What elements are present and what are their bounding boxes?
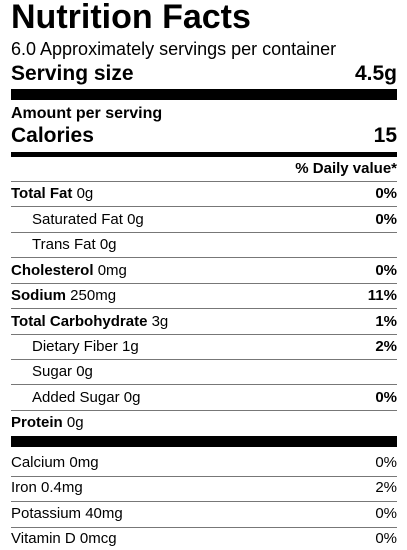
servings-per-container: 6.0 Approximately servings per container (11, 39, 337, 59)
nutrient-row-cholesterol: Cholesterol 0mg 0% (11, 260, 397, 282)
nutrient-name: Saturated Fat (32, 211, 123, 228)
nutrient-amount: 0g (127, 211, 144, 228)
calories-value: 15 (373, 124, 397, 147)
nutrient-name: Sugar (32, 363, 73, 380)
nutrient-name: Added Sugar (32, 389, 120, 406)
nutrient-dv: 1% (375, 313, 397, 330)
nutrient-name: Sodium (11, 287, 66, 304)
nutrient-row-sugar: Sugar 0g (11, 361, 397, 383)
row-divider (11, 232, 397, 233)
nutrient-amount: 0g (66, 414, 84, 431)
nutrient-amount: 1g (122, 338, 139, 355)
nutrient-dv: 0% (375, 389, 397, 406)
nutrient-row-total-fat: Total Fat 0g 0% (11, 183, 397, 205)
vitamin-row-potassium: Potassium 40mg 0% (11, 503, 397, 525)
row-divider (11, 410, 397, 411)
vitamin-dv: 0% (375, 454, 397, 471)
nutrient-name: Total Fat (11, 185, 73, 202)
nutrient-amount: 250mg (70, 287, 117, 304)
nutrient-dv: 2% (375, 338, 397, 355)
row-divider (11, 384, 397, 385)
vitamin-name: Calcium (11, 454, 66, 471)
vitamin-amount: 40mg (85, 505, 123, 522)
nutrient-row-saturated-fat: Saturated Fat 0g 0% (11, 209, 397, 231)
daily-value-header: % Daily value* (295, 160, 397, 177)
nutrient-row-added-sugar: Added Sugar 0g 0% (11, 387, 397, 409)
nutrient-dv: 11% (367, 287, 397, 304)
vitamin-name: Potassium (11, 505, 82, 522)
medium-divider (11, 152, 397, 157)
vitamin-amount: 0.4mg (41, 479, 83, 496)
vitamin-row-vitamin-d: Vitamin D 0mcg 0% (11, 528, 397, 550)
nutrient-row-trans-fat: Trans Fat 0g (11, 234, 397, 256)
row-divider (11, 257, 397, 258)
label-title: Nutrition Facts (11, 0, 251, 36)
thick-divider (11, 89, 397, 100)
nutrient-row-sodium: Sodium 250mg 11% (11, 285, 397, 307)
thick-divider (11, 436, 397, 447)
serving-size-label: Serving size (11, 62, 134, 85)
serving-size-row: Serving size 4.5g (11, 61, 397, 87)
row-divider (11, 476, 397, 477)
nutrient-name: Trans Fat (32, 236, 96, 253)
vitamin-dv: 0% (375, 530, 397, 547)
nutrient-row-total-carbohydrate: Total Carbohydrate 3g 1% (11, 311, 397, 333)
calories-label: Calories (11, 124, 94, 147)
nutrient-dv: 0% (375, 185, 397, 202)
nutrient-amount: 0g (99, 236, 117, 253)
nutrient-amount: 0g (76, 363, 93, 380)
vitamin-dv: 2% (375, 479, 397, 496)
vitamin-row-iron: Iron 0.4mg 2% (11, 477, 397, 499)
row-divider (11, 283, 397, 284)
vitamin-dv: 0% (375, 505, 397, 522)
nutrient-name: Total Carbohydrate (11, 313, 148, 330)
vitamin-amount: 0mcg (79, 530, 117, 547)
nutrient-amount: 3g (151, 313, 169, 330)
calories-row: Calories 15 (11, 122, 397, 150)
vitamin-name: Iron (11, 479, 37, 496)
nutrient-dv: 0% (375, 211, 397, 228)
row-divider (11, 501, 397, 502)
nutrient-amount: 0g (76, 185, 94, 202)
row-divider (11, 334, 397, 335)
amount-per-serving: Amount per serving (11, 105, 163, 122)
row-divider (11, 527, 397, 528)
nutrient-amount: 0g (123, 389, 141, 406)
nutrient-name: Cholesterol (11, 262, 94, 279)
vitamin-name: Vitamin D (11, 530, 76, 547)
nutrient-amount: 0mg (97, 262, 127, 279)
nutrient-row-protein: Protein 0g (11, 412, 397, 434)
row-divider (11, 359, 397, 360)
serving-size-value: 4.5g (354, 62, 397, 85)
nutrient-name: Protein (11, 414, 63, 431)
vitamin-amount: 0mg (69, 454, 99, 471)
nutrient-dv: 0% (375, 262, 397, 279)
row-divider (11, 181, 397, 182)
vitamin-row-calcium: Calcium 0mg 0% (11, 452, 397, 474)
nutrient-name: Dietary Fiber (32, 338, 118, 355)
row-divider (11, 206, 397, 207)
row-divider (11, 308, 397, 309)
nutrient-row-dietary-fiber: Dietary Fiber 1g 2% (11, 336, 397, 358)
